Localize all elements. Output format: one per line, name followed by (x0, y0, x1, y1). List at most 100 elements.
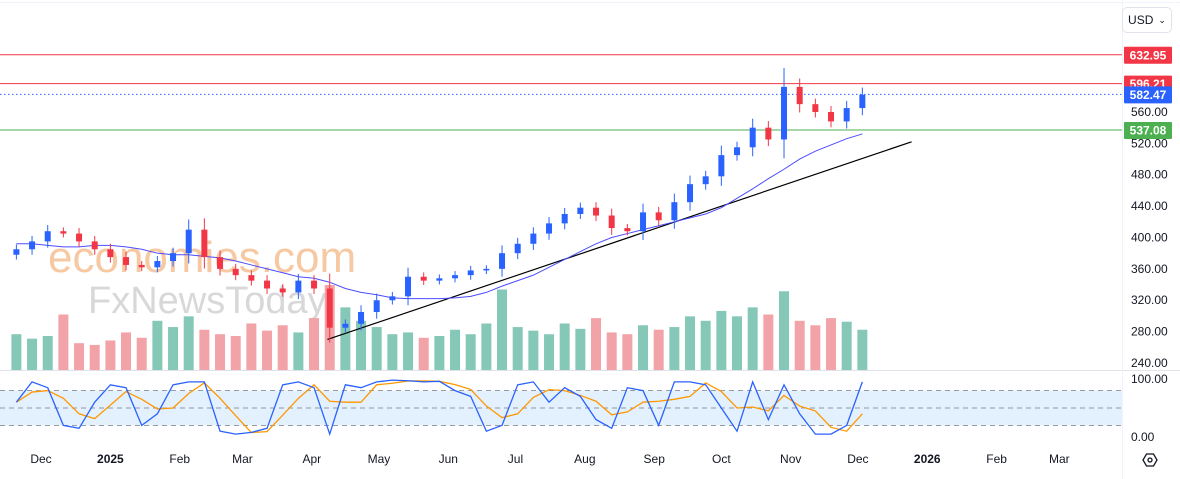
volume-bar (606, 332, 617, 370)
volume-bar (653, 329, 664, 370)
price-tick-label: 320.00 (1131, 293, 1168, 307)
time-tick-label: Sep (644, 452, 666, 466)
candle-body (828, 111, 835, 122)
volume-bar (716, 310, 727, 370)
volume-bar (246, 323, 257, 370)
candle-body (655, 212, 662, 221)
volume-bar (230, 336, 241, 370)
candle-body (452, 275, 459, 279)
candle-body (561, 213, 568, 224)
candle-body (702, 176, 709, 185)
currency-value: USD (1128, 13, 1154, 27)
volume-bar (794, 320, 805, 370)
candle-body (812, 104, 819, 112)
volume-bar (74, 343, 85, 370)
gear-hexagon-icon[interactable] (1142, 453, 1158, 467)
volume-bar (810, 325, 821, 370)
time-tick-label: Dec (30, 452, 51, 466)
candle-body (326, 288, 333, 328)
price-tick-label: 400.00 (1131, 230, 1168, 244)
price-tick-label: 240.00 (1131, 356, 1168, 370)
candle-body (29, 241, 36, 250)
volume-bar (121, 332, 132, 370)
time-tick-label: Dec (847, 452, 868, 466)
candle-body (593, 207, 600, 216)
volume-bar (685, 316, 696, 370)
candle-body (264, 280, 271, 289)
candle-body (467, 270, 474, 276)
time-tick-label: Jul (508, 452, 523, 466)
time-tick-label: Mar (1049, 452, 1070, 466)
stoch-tick-label: 100.00 (1131, 372, 1168, 386)
volume-bar (183, 316, 194, 370)
candle-body (185, 229, 192, 254)
time-tick-label: Apr (302, 452, 321, 466)
volume-bar (826, 318, 837, 370)
volume-bar (42, 336, 53, 370)
price-label-text: 632.95 (1130, 48, 1167, 62)
candle-body (577, 207, 584, 214)
candle-body (248, 275, 255, 281)
volume-bar (528, 330, 539, 370)
candle-body (107, 249, 114, 258)
candle-body (734, 147, 741, 156)
chevron-down-icon: ⌄ (1158, 14, 1166, 25)
candle-body (859, 94, 866, 109)
candle-body (514, 243, 521, 254)
candle-body (718, 155, 725, 177)
candle-body (436, 278, 443, 281)
candle-body (279, 288, 286, 293)
currency-selector[interactable]: USD ⌄ (1122, 7, 1172, 33)
candle-body (232, 268, 239, 276)
gear-hexagon-center (1147, 457, 1153, 463)
stoch-tick-label: 0.00 (1131, 430, 1155, 444)
price-tick-label: 360.00 (1131, 262, 1168, 276)
candle-body (295, 280, 302, 293)
candle-body (749, 127, 756, 148)
candle-body (624, 228, 631, 232)
volume-bar (434, 336, 445, 370)
volume-bar (356, 320, 367, 370)
candle-body (91, 241, 98, 250)
volume-bar (465, 334, 476, 370)
volume-bar (841, 321, 852, 370)
candle-body (843, 108, 850, 122)
price-tick-label: 440.00 (1131, 199, 1168, 213)
candle-body (483, 268, 490, 271)
candle-body (687, 184, 694, 203)
volume-bar (732, 316, 743, 370)
time-tick-label: Jun (439, 452, 458, 466)
volume-bar (669, 327, 680, 370)
time-tick-label: Aug (574, 452, 595, 466)
price-tick-label: 520.00 (1131, 136, 1168, 150)
volume-bar (293, 332, 304, 370)
time-tick-label: 2026 (914, 452, 941, 466)
time-tick-label: Oct (712, 452, 731, 466)
candle-body (765, 127, 772, 140)
candle-body (311, 280, 318, 289)
price-label-badge (1124, 121, 1172, 139)
stoch-k-line (15, 379, 863, 437)
moving-average-line (16, 133, 863, 300)
candle-body (420, 276, 427, 281)
volume-bar (11, 334, 22, 370)
candle-body (546, 223, 553, 234)
volume-bar (58, 314, 69, 370)
candle-body (608, 215, 615, 229)
price-label-text: 582.47 (1130, 88, 1167, 102)
volume-bar (575, 328, 586, 370)
volume-bar (857, 329, 868, 370)
price-label-badge (1124, 46, 1172, 64)
volume-bar (544, 334, 555, 370)
volume-bar (215, 334, 226, 370)
candle-body (530, 233, 537, 244)
volume-bar (450, 329, 461, 370)
candle-body (138, 264, 145, 268)
volume-bar (497, 289, 508, 370)
volume-bar (481, 323, 492, 370)
volume-bar (591, 318, 602, 370)
trendline (327, 141, 912, 341)
candle-body (60, 231, 67, 234)
volume-bar (638, 325, 649, 370)
